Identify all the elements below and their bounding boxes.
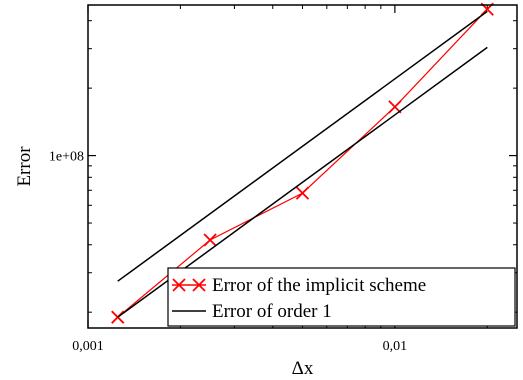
data-point-marker: [295, 186, 310, 200]
legend-marker-stroke: [192, 278, 206, 292]
x-axis-title: Δx: [292, 358, 314, 379]
marker-stroke: [203, 233, 217, 247]
legend: Error of the implicit scheme Error of ord…: [167, 267, 516, 327]
data-point-marker: [203, 233, 217, 247]
y-tick-label: 1e+08: [49, 150, 84, 165]
legend-marker-stroke: [172, 278, 186, 292]
marker-stroke: [388, 100, 402, 114]
legend-label: Error of order 1: [212, 301, 332, 322]
series-line-2: [117, 10, 488, 282]
marker-stroke: [295, 186, 310, 200]
legend-box: [167, 267, 516, 327]
plot-frame: [87, 4, 518, 329]
y-axis-title: Error: [14, 146, 35, 187]
legend-label: Error of the implicit scheme: [212, 275, 426, 296]
data-point-marker: [388, 100, 402, 114]
x-tick-label: 0,01: [383, 339, 408, 354]
x-tick-label: 0,001: [72, 339, 104, 354]
